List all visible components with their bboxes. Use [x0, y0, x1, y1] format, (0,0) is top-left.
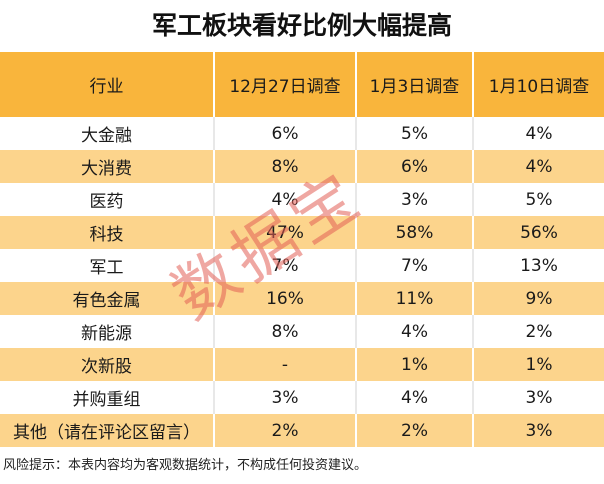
- value-cell: 9%: [473, 282, 604, 315]
- industry-cell: 其他（请在评论区留言）: [0, 414, 215, 447]
- value-cell: 2%: [214, 414, 357, 447]
- header-dec27: 12月27日调查: [214, 52, 357, 117]
- value-cell: 3%: [214, 381, 357, 414]
- table-row: 科技 47% 58% 56%: [0, 216, 604, 249]
- value-cell: -: [214, 348, 357, 381]
- value-cell: 47%: [214, 216, 357, 249]
- value-cell: 1%: [473, 348, 604, 381]
- value-cell: 2%: [356, 414, 474, 447]
- page-title: 军工板块看好比例大幅提高: [151, 11, 452, 40]
- table-header-row: 行业 12月27日调查 1月3日调查 1月10日调查: [0, 52, 604, 117]
- value-cell: 13%: [473, 249, 604, 282]
- value-cell: 16%: [214, 282, 357, 315]
- value-cell: 11%: [356, 282, 474, 315]
- value-cell: 8%: [214, 150, 357, 183]
- value-cell: 58%: [356, 216, 474, 249]
- value-cell: 4%: [214, 183, 357, 216]
- value-cell: 3%: [473, 381, 604, 414]
- value-cell: 7%: [214, 249, 357, 282]
- value-cell: 8%: [214, 315, 357, 348]
- table-row: 次新股 - 1% 1%: [0, 348, 604, 381]
- risk-disclaimer: 风险提示：本表内容均为客观数据统计，不构成任何投资建议。: [3, 458, 368, 473]
- table-row: 并购重组 3% 4% 3%: [0, 381, 604, 414]
- table-row: 大金融 6% 5% 4%: [0, 117, 604, 150]
- data-table: 行业 12月27日调查 1月3日调查 1月10日调查 大金融 6% 5% 4% …: [0, 52, 604, 447]
- table-row: 军工 7% 7% 13%: [0, 249, 604, 282]
- value-cell: 1%: [356, 348, 474, 381]
- value-cell: 4%: [473, 117, 604, 150]
- value-cell: 7%: [356, 249, 474, 282]
- industry-cell: 医药: [0, 183, 215, 216]
- industry-cell: 次新股: [0, 348, 215, 381]
- header-jan3: 1月3日调查: [356, 52, 474, 117]
- table-row: 医药 4% 3% 5%: [0, 183, 604, 216]
- industry-cell: 并购重组: [0, 381, 215, 414]
- value-cell: 3%: [473, 414, 604, 447]
- industry-cell: 大金融: [0, 117, 215, 150]
- table-row: 大消费 8% 6% 4%: [0, 150, 604, 183]
- table-row: 新能源 8% 4% 2%: [0, 315, 604, 348]
- value-cell: 4%: [356, 381, 474, 414]
- industry-cell: 新能源: [0, 315, 215, 348]
- value-cell: 56%: [473, 216, 604, 249]
- value-cell: 6%: [214, 117, 357, 150]
- industry-cell: 有色金属: [0, 282, 215, 315]
- value-cell: 4%: [356, 315, 474, 348]
- header-jan10: 1月10日调查: [473, 52, 604, 117]
- value-cell: 4%: [473, 150, 604, 183]
- industry-cell: 科技: [0, 216, 215, 249]
- industry-cell: 大消费: [0, 150, 215, 183]
- industry-cell: 军工: [0, 249, 215, 282]
- header-industry: 行业: [0, 52, 215, 117]
- value-cell: 2%: [473, 315, 604, 348]
- value-cell: 6%: [356, 150, 474, 183]
- table-row: 有色金属 16% 11% 9%: [0, 282, 604, 315]
- value-cell: 5%: [356, 117, 474, 150]
- value-cell: 5%: [473, 183, 604, 216]
- value-cell: 3%: [356, 183, 474, 216]
- table-row: 其他（请在评论区留言） 2% 2% 3%: [0, 414, 604, 447]
